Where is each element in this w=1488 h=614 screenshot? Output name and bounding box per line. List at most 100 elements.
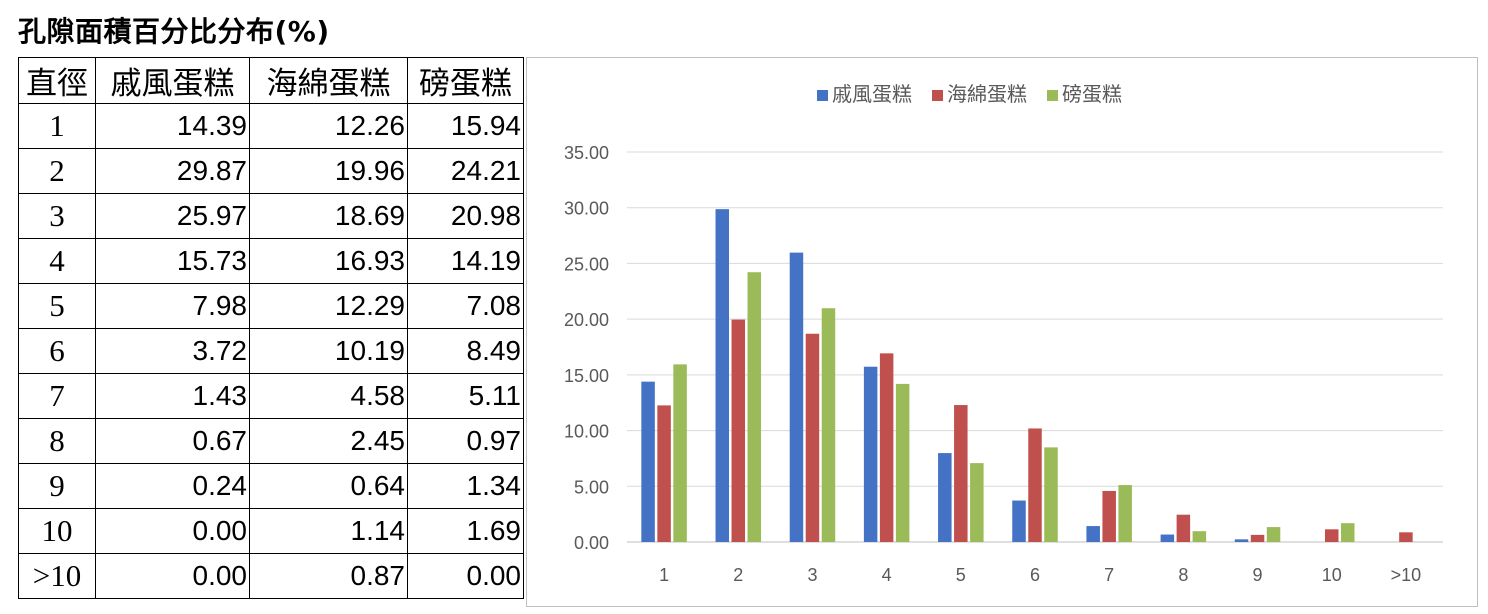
legend-label: 磅蛋糕 xyxy=(1062,83,1122,106)
bar xyxy=(789,252,804,542)
value-cell: 2.45 xyxy=(249,418,408,464)
value-cell: 0.67 xyxy=(95,418,250,464)
table-row: 9 0.24 0.64 1.34 xyxy=(18,463,524,509)
diameter-cell: 7 xyxy=(18,373,96,419)
x-tick-label: 5 xyxy=(956,565,966,585)
column-header-diameter: 直徑 xyxy=(18,57,96,104)
bar xyxy=(863,366,878,542)
bar xyxy=(1028,428,1042,542)
bar xyxy=(715,209,730,543)
y-tick-label: 20.00 xyxy=(564,310,609,330)
bar xyxy=(805,333,820,542)
value-cell: 12.26 xyxy=(249,103,408,149)
value-cell: 0.00 xyxy=(407,553,524,599)
value-cell: 7.08 xyxy=(407,283,524,329)
value-cell: 1.34 xyxy=(407,463,524,509)
table-header-row: 直徑 戚風蛋糕 海綿蛋糕 磅蛋糕 xyxy=(18,57,524,104)
bar xyxy=(895,383,910,542)
bar xyxy=(1086,526,1100,542)
bar xyxy=(1176,514,1191,542)
bar xyxy=(673,364,687,542)
x-tick-label: 1 xyxy=(659,565,669,585)
bar xyxy=(879,353,894,542)
value-cell: 15.94 xyxy=(407,103,524,149)
x-tick-label: 7 xyxy=(1104,565,1114,585)
diameter-cell: 10 xyxy=(18,508,96,554)
column-header-pound: 磅蛋糕 xyxy=(407,57,524,104)
diameter-cell: 2 xyxy=(18,148,96,194)
page-title: 孔隙面積百分比分布(%) xyxy=(18,15,330,48)
value-cell: 16.93 xyxy=(249,238,408,284)
table-row: 8 0.67 2.45 0.97 xyxy=(18,418,524,464)
x-tick-label: 8 xyxy=(1178,565,1188,585)
bar xyxy=(1102,490,1116,542)
value-cell: 7.98 xyxy=(95,283,250,329)
bar xyxy=(954,405,968,542)
value-cell: 18.69 xyxy=(249,193,408,239)
value-cell: 12.29 xyxy=(249,283,408,329)
value-cell: 5.11 xyxy=(407,373,524,419)
y-tick-label: 10.00 xyxy=(564,422,609,442)
diameter-cell: 4 xyxy=(18,238,96,284)
bar xyxy=(1324,529,1339,542)
legend-label: 海綿蛋糕 xyxy=(947,83,1027,106)
column-header-chiffon: 戚風蛋糕 xyxy=(95,57,250,104)
value-cell: 20.98 xyxy=(407,193,524,239)
value-cell: 0.64 xyxy=(249,463,408,509)
table-row: 2 29.87 19.96 24.21 xyxy=(18,148,524,194)
x-tick-label: 10 xyxy=(1322,565,1342,585)
bar xyxy=(1160,534,1175,542)
value-cell: 4.58 xyxy=(249,373,408,419)
table-row: 3 25.97 18.69 20.98 xyxy=(18,193,524,239)
y-tick-label: 35.00 xyxy=(564,143,609,163)
bar xyxy=(1266,527,1281,542)
diameter-cell: 6 xyxy=(18,328,96,374)
data-table: 直徑 戚風蛋糕 海綿蛋糕 磅蛋糕 1 14.39 12.26 15.94 2 29.87 1… xyxy=(18,57,524,599)
column-header-sponge: 海綿蛋糕 xyxy=(249,57,408,104)
value-cell: 0.87 xyxy=(249,553,408,599)
y-tick-label: 0.00 xyxy=(574,533,609,553)
bar xyxy=(970,463,984,542)
y-tick-label: 30.00 xyxy=(564,199,609,219)
table-row: 7 1.43 4.58 5.11 xyxy=(18,373,524,419)
value-cell: 0.97 xyxy=(407,418,524,464)
value-cell: 1.69 xyxy=(407,508,524,554)
y-tick-label: 25.00 xyxy=(564,254,609,274)
value-cell: 0.00 xyxy=(95,553,250,599)
bar xyxy=(747,272,762,542)
value-cell: 1.43 xyxy=(95,373,250,419)
table-row: 6 3.72 10.19 8.49 xyxy=(18,328,524,374)
value-cell: 0.00 xyxy=(95,508,250,554)
value-cell: 14.19 xyxy=(407,238,524,284)
value-cell: 3.72 xyxy=(95,328,250,374)
diameter-cell: 1 xyxy=(18,103,96,149)
bar xyxy=(1399,532,1413,542)
table-row: >10 0.00 0.87 0.00 xyxy=(18,553,524,599)
x-tick-label: 4 xyxy=(882,565,892,585)
table-row: 10 0.00 1.14 1.69 xyxy=(18,508,524,554)
bar xyxy=(1234,539,1249,542)
bar xyxy=(1044,447,1058,542)
legend-label: 戚風蛋糕 xyxy=(832,83,912,106)
diameter-cell: 8 xyxy=(18,418,96,464)
value-cell: 29.87 xyxy=(95,148,250,194)
value-cell: 15.73 xyxy=(95,238,250,284)
diameter-cell: >10 xyxy=(18,553,96,599)
value-cell: 8.49 xyxy=(407,328,524,374)
x-tick-label: >10 xyxy=(1391,565,1422,585)
bar xyxy=(641,381,655,542)
value-cell: 1.14 xyxy=(249,508,408,554)
bar xyxy=(1250,534,1265,542)
x-tick-label: 3 xyxy=(807,565,817,585)
bar xyxy=(1012,500,1026,542)
diameter-cell: 3 xyxy=(18,193,96,239)
value-cell: 0.24 xyxy=(95,463,250,509)
value-cell: 24.21 xyxy=(407,148,524,194)
legend-swatch xyxy=(1047,90,1058,101)
table-row: 4 15.73 16.93 14.19 xyxy=(18,238,524,284)
bar xyxy=(657,405,671,542)
bar xyxy=(821,308,836,542)
table-row: 5 7.98 12.29 7.08 xyxy=(18,283,524,329)
bar xyxy=(1118,485,1132,542)
bar xyxy=(1340,523,1355,542)
